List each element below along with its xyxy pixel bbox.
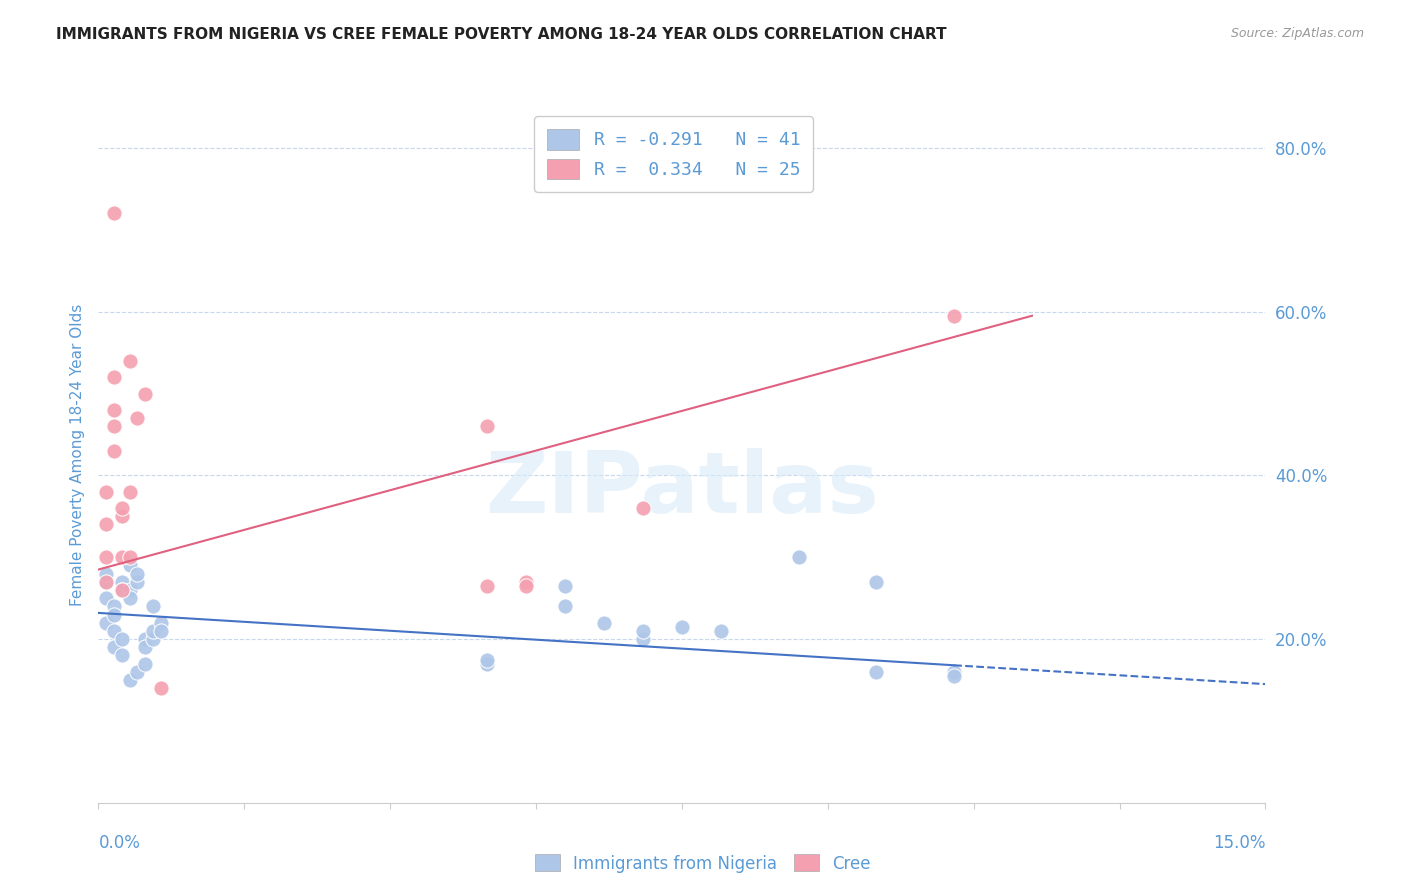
Point	[111, 574, 134, 589]
Point	[111, 582, 134, 597]
Point	[515, 574, 537, 589]
Legend: R = -0.291   N = 41, R =  0.334   N = 25: R = -0.291 N = 41, R = 0.334 N = 25	[534, 116, 813, 192]
Point	[118, 550, 141, 565]
Point	[865, 665, 887, 679]
Point	[111, 648, 134, 663]
Point	[865, 574, 887, 589]
Point	[96, 517, 118, 532]
Point	[96, 550, 118, 565]
Point	[96, 574, 118, 589]
Point	[111, 509, 134, 524]
Point	[631, 501, 654, 516]
Point	[671, 620, 693, 634]
Point	[103, 206, 125, 220]
Point	[943, 309, 966, 323]
Point	[103, 607, 125, 622]
Text: IMMIGRANTS FROM NIGERIA VS CREE FEMALE POVERTY AMONG 18-24 YEAR OLDS CORRELATION: IMMIGRANTS FROM NIGERIA VS CREE FEMALE P…	[56, 27, 946, 42]
Point	[477, 419, 499, 434]
Point	[142, 632, 165, 646]
Point	[554, 579, 576, 593]
Point	[554, 599, 576, 614]
Point	[477, 579, 499, 593]
Point	[127, 566, 149, 581]
Point	[96, 484, 118, 499]
Point	[149, 615, 172, 630]
Point	[96, 615, 118, 630]
Point	[943, 665, 966, 679]
Point	[103, 624, 125, 638]
Point	[118, 673, 141, 687]
Point	[118, 353, 141, 368]
Text: 15.0%: 15.0%	[1213, 834, 1265, 852]
Point	[515, 579, 537, 593]
Point	[118, 484, 141, 499]
Legend: Immigrants from Nigeria, Cree: Immigrants from Nigeria, Cree	[529, 847, 877, 880]
Point	[593, 615, 616, 630]
Point	[127, 665, 149, 679]
Point	[134, 632, 156, 646]
Point	[134, 640, 156, 655]
Point	[103, 640, 125, 655]
Point	[710, 624, 733, 638]
Point	[149, 681, 172, 696]
Point	[134, 386, 156, 401]
Point	[631, 632, 654, 646]
Point	[111, 632, 134, 646]
Point	[477, 657, 499, 671]
Point	[149, 624, 172, 638]
Text: 0.0%: 0.0%	[98, 834, 141, 852]
Point	[142, 624, 165, 638]
Point	[127, 411, 149, 425]
Point	[134, 657, 156, 671]
Point	[103, 370, 125, 384]
Point	[118, 582, 141, 597]
Point	[631, 624, 654, 638]
Point	[96, 566, 118, 581]
Point	[96, 574, 118, 589]
Point	[111, 582, 134, 597]
Point	[103, 419, 125, 434]
Point	[103, 443, 125, 458]
Text: Source: ZipAtlas.com: Source: ZipAtlas.com	[1230, 27, 1364, 40]
Point	[127, 574, 149, 589]
Point	[943, 669, 966, 683]
Point	[118, 591, 141, 606]
Point	[111, 501, 134, 516]
Point	[477, 652, 499, 666]
Text: ZIPatlas: ZIPatlas	[485, 448, 879, 532]
Point	[787, 550, 810, 565]
Point	[103, 599, 125, 614]
Point	[142, 599, 165, 614]
Point	[118, 558, 141, 573]
Point	[111, 550, 134, 565]
Point	[96, 591, 118, 606]
Y-axis label: Female Poverty Among 18-24 Year Olds: Female Poverty Among 18-24 Year Olds	[69, 304, 84, 606]
Point	[103, 403, 125, 417]
